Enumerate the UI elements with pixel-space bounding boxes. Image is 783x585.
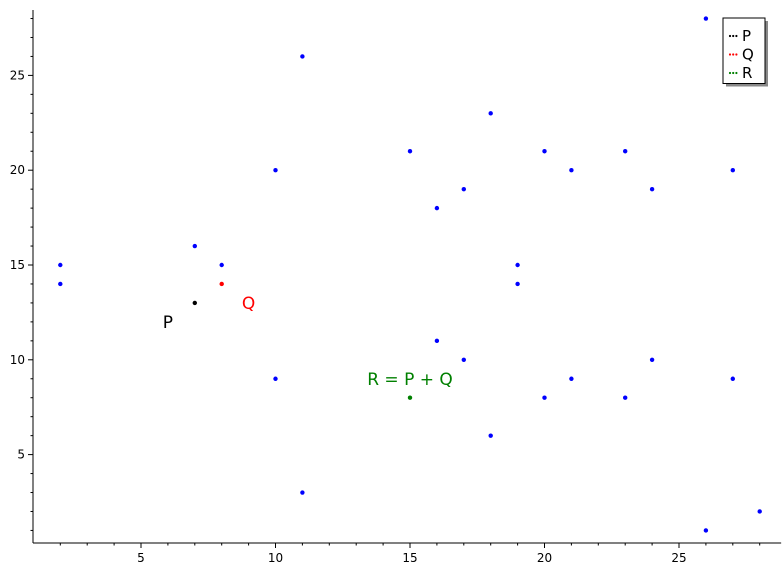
legend-marker-q xyxy=(732,53,735,56)
data-point xyxy=(623,395,628,400)
data-point xyxy=(300,54,305,59)
legend-label-q: Q xyxy=(742,46,754,64)
legend-marker-r xyxy=(735,71,738,75)
data-point xyxy=(569,376,574,381)
legend-label-p: P xyxy=(742,27,751,45)
data-point xyxy=(461,186,466,192)
x-tick-label: 20 xyxy=(537,551,552,565)
data-point xyxy=(649,186,655,192)
legend-marker-p xyxy=(735,34,738,38)
axes: 5 10 15 20 25 5 10 15 20 25 xyxy=(10,10,782,565)
annotation-label: P xyxy=(163,313,173,333)
y-tick-label: 25 xyxy=(10,68,25,82)
data-point xyxy=(623,149,628,154)
data-point xyxy=(649,357,655,362)
legend-marker-p xyxy=(732,34,735,38)
legend-marker-r xyxy=(728,71,732,75)
data-point xyxy=(569,168,574,173)
data-point xyxy=(542,395,547,400)
x-tick-label: 5 xyxy=(137,551,145,565)
y-tick-label: 20 xyxy=(10,163,25,177)
data-point xyxy=(757,509,762,514)
legend-marker-p xyxy=(728,34,732,38)
x-tick-label: 25 xyxy=(671,551,686,565)
data-point xyxy=(730,376,735,381)
data-point xyxy=(58,281,63,287)
legend-marker-q xyxy=(728,53,732,56)
annotation-label: R = P + Q xyxy=(367,370,453,390)
data-point xyxy=(703,528,709,533)
data-point-r xyxy=(407,395,413,400)
y-tick-label: 5 xyxy=(17,448,25,462)
x-tick-label: 15 xyxy=(402,551,417,565)
legend-marker-r xyxy=(732,71,735,75)
data-point xyxy=(192,243,197,249)
data-point-p xyxy=(192,300,197,306)
data-points xyxy=(58,16,762,533)
data-point xyxy=(488,433,493,438)
data-point xyxy=(407,149,413,154)
x-tick-label: 10 xyxy=(268,551,283,565)
data-point xyxy=(730,168,735,173)
data-point xyxy=(434,338,440,344)
data-point xyxy=(515,262,520,268)
data-point xyxy=(219,262,224,268)
legend: PQR xyxy=(722,17,768,87)
legend-label-r: R xyxy=(742,64,752,82)
data-point xyxy=(300,490,305,495)
y-tick-label: 10 xyxy=(10,353,25,367)
annotation-label: Q xyxy=(242,294,255,314)
data-point xyxy=(461,357,466,362)
data-point xyxy=(488,111,493,116)
data-point xyxy=(515,281,520,287)
y-tick-label: 15 xyxy=(10,258,25,272)
data-point-q xyxy=(219,281,224,287)
data-point xyxy=(58,262,63,268)
legend-marker-q xyxy=(735,53,738,56)
data-point xyxy=(273,168,278,173)
data-point xyxy=(434,205,440,211)
data-point xyxy=(273,376,278,381)
annotations: P Q R = P + Q xyxy=(163,294,453,390)
data-point xyxy=(703,16,709,21)
data-point xyxy=(542,149,547,154)
